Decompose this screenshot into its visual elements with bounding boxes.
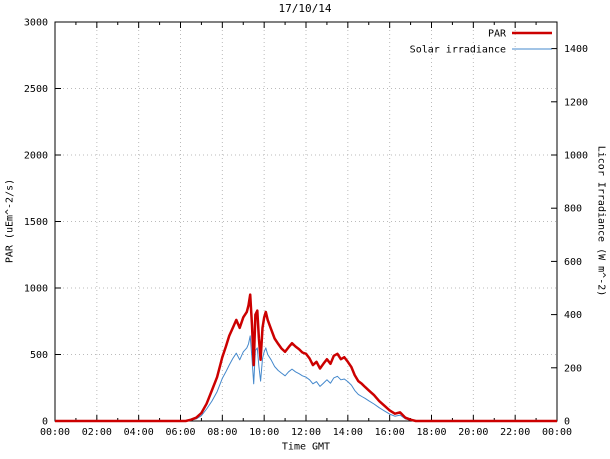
y-right-tick-label: 1200 (564, 97, 588, 108)
x-tick-label: 00:00 (542, 427, 572, 438)
y-axis-right-label: Licor Irradiance (W m^-2) (595, 145, 607, 297)
y-right-tick-label: 1400 (564, 44, 588, 55)
y-right-tick-label: 400 (564, 310, 582, 321)
x-tick-label: 18:00 (416, 427, 446, 438)
x-tick-label: 10:00 (249, 427, 279, 438)
y-right-tick-label: 1000 (564, 151, 588, 162)
x-tick-label: 00:00 (40, 427, 70, 438)
x-axis-label: Time GMT (281, 441, 331, 453)
legend-label: PAR (488, 29, 507, 40)
x-tick-label: 06:00 (165, 427, 195, 438)
x-tick-label: 02:00 (82, 427, 112, 438)
y-axis-left-label: PAR (uEm^-2/s) (4, 178, 16, 264)
y-left-tick-label: 3000 (24, 18, 48, 29)
x-tick-label: 20:00 (458, 427, 488, 438)
y-left-tick-label: 0 (42, 417, 48, 428)
y-right-tick-label: 800 (564, 204, 582, 215)
legend-label: Solar irradiance (410, 45, 506, 56)
y-left-tick-label: 1000 (24, 284, 48, 295)
y-right-tick-label: 0 (564, 417, 570, 428)
x-tick-label: 16:00 (375, 427, 405, 438)
x-tick-label: 08:00 (207, 427, 237, 438)
y-left-tick-label: 500 (30, 350, 48, 361)
x-tick-label: 04:00 (124, 427, 154, 438)
y-right-tick-label: 600 (564, 257, 582, 268)
x-tick-label: 22:00 (500, 427, 530, 438)
x-tick-label: 14:00 (333, 427, 363, 438)
plot-border (54, 21, 558, 422)
chart-title: 17/10/14 (278, 2, 332, 15)
x-tick-label: 12:00 (291, 427, 321, 438)
y-left-tick-label: 2000 (24, 151, 48, 162)
par-line (55, 293, 557, 423)
y-left-tick-label: 1500 (24, 217, 48, 228)
y-right-tick-label: 200 (564, 363, 582, 374)
solar-irradiance-line (55, 335, 557, 422)
y-left-tick-label: 2500 (24, 84, 48, 95)
